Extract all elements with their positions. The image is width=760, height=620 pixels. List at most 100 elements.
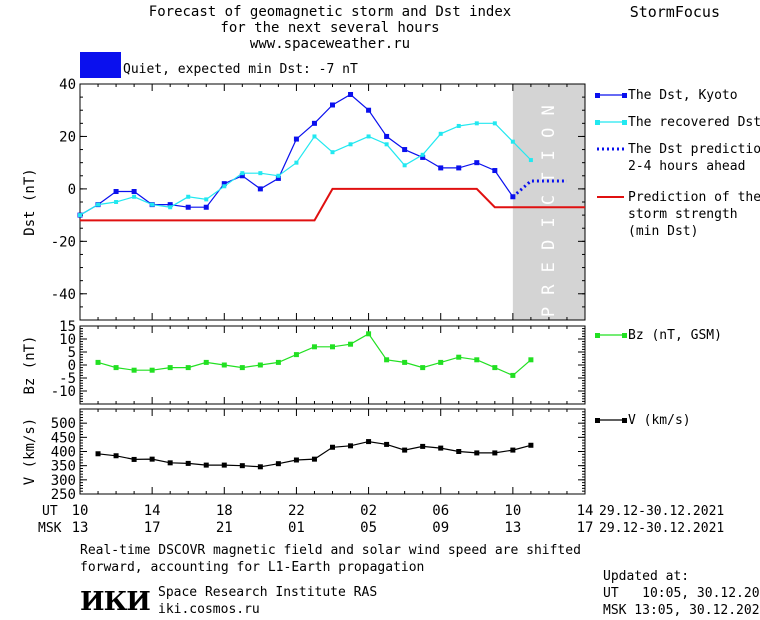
x-date-range-ut: 29.12-30.12.2021 [599,504,724,519]
data-point [366,439,372,445]
y-tick-label-bz: -10 [51,384,76,400]
y-tick-label-dst: 20 [59,129,76,145]
y-tick-label-v: 450 [51,430,76,446]
iki-logo: ИКИ [80,587,151,617]
data-point [456,123,461,128]
data-point [402,147,408,153]
updated-msk: MSK 13:05, 30.12.2021 [603,603,760,618]
legend-marker [595,120,600,125]
prediction-label-letter: I [539,217,559,227]
data-point [294,160,299,165]
x-tick-label-msk: 05 [360,520,377,536]
data-point [312,134,317,139]
prediction-label-letter: C [539,195,559,205]
series-line-dst-prediction [511,179,567,198]
data-point [330,444,335,450]
data-point [203,359,209,365]
x-tick-label-msk: 01 [288,520,305,536]
x-tick-label-ut: 02 [360,503,377,519]
x-tick-label-ut: 18 [216,503,233,519]
legend-marker [595,93,600,98]
legend-marker [622,418,627,423]
data-point [348,341,354,347]
data-point [402,447,408,453]
data-point [420,365,426,371]
data-point [330,150,335,155]
data-point [492,121,497,126]
data-point [510,194,516,200]
data-point [366,134,371,139]
x-tick-label-msk: 13 [504,520,521,536]
data-point [132,194,137,199]
y-tick-label-dst: -40 [51,287,76,303]
y-tick-label-bz: 0 [68,358,76,374]
y-axis-label-v: V (km/s) [22,418,38,485]
data-point [384,441,390,447]
data-point [402,163,407,168]
data-point [167,202,173,208]
data-point [456,165,462,171]
data-point [311,344,317,350]
data-point [149,456,155,462]
data-point [150,202,155,207]
data-point [221,462,227,468]
x-tick-label-msk: 09 [432,520,449,536]
y-tick-label-v: 500 [51,416,76,432]
series-line-strength [80,187,585,222]
y-tick-label-v: 300 [51,473,76,489]
data-point [293,136,299,142]
data-point [167,365,173,371]
x-tick-label-msk: 13 [72,520,89,536]
legend-label: The Dst prediction [628,142,760,157]
data-point [438,445,444,451]
data-point [221,362,227,368]
data-point [311,120,317,126]
prediction-label-letter: E [539,262,559,272]
title-line-1: Forecast of geomagnetic storm and Dst in… [148,4,512,20]
data-point [185,460,191,466]
data-point [438,359,444,365]
data-point [474,450,480,456]
data-point [492,450,498,456]
data-point [239,463,245,469]
legend-label: The Dst, Kyoto [628,88,738,103]
data-point [257,464,263,470]
data-point [95,359,101,365]
x-tick-label-msk: 17 [144,520,161,536]
y-tick-label-dst: 0 [68,182,76,198]
title-line-2: for the next several hours [220,20,440,36]
x-row-label-msk: MSK [38,521,62,536]
series-line-dst-1 [79,122,532,216]
data-point [186,194,191,199]
panel-frame-dst [79,83,586,321]
legend-label: 2-4 hours ahead [628,159,745,174]
legend-label: Bz (nT, GSM) [628,328,722,343]
data-point [131,367,137,373]
data-point [149,367,155,373]
data-point [78,213,82,218]
prediction-label-letter: N [539,105,559,115]
y-tick-label-bz: 15 [59,319,76,335]
y-tick-label-dst: -20 [51,234,76,250]
footer-note-line-1: Real-time DSCOVR magnetic field and sola… [80,543,581,558]
series-line-v-0 [97,440,532,468]
legend-label: V (km/s) [628,413,691,428]
data-point [113,189,119,195]
data-point [510,139,515,144]
brand-name: StormFocus [629,3,720,21]
data-point [384,142,389,147]
data-point [420,443,426,449]
legend-marker [595,418,600,423]
data-point [492,365,498,371]
data-point [275,175,281,181]
legend-label: Prediction of the [628,190,760,205]
status-swatch [80,52,121,78]
y-axis-label-dst: Dst (nT) [22,168,38,235]
y-tick-label-v: 400 [51,445,76,461]
x-tick-label-ut: 14 [577,503,594,519]
x-tick-label-ut: 14 [144,503,161,519]
data-point [239,173,245,179]
data-point [275,359,281,365]
data-point [258,171,263,176]
institute-site: iki.cosmos.ru [158,602,260,617]
